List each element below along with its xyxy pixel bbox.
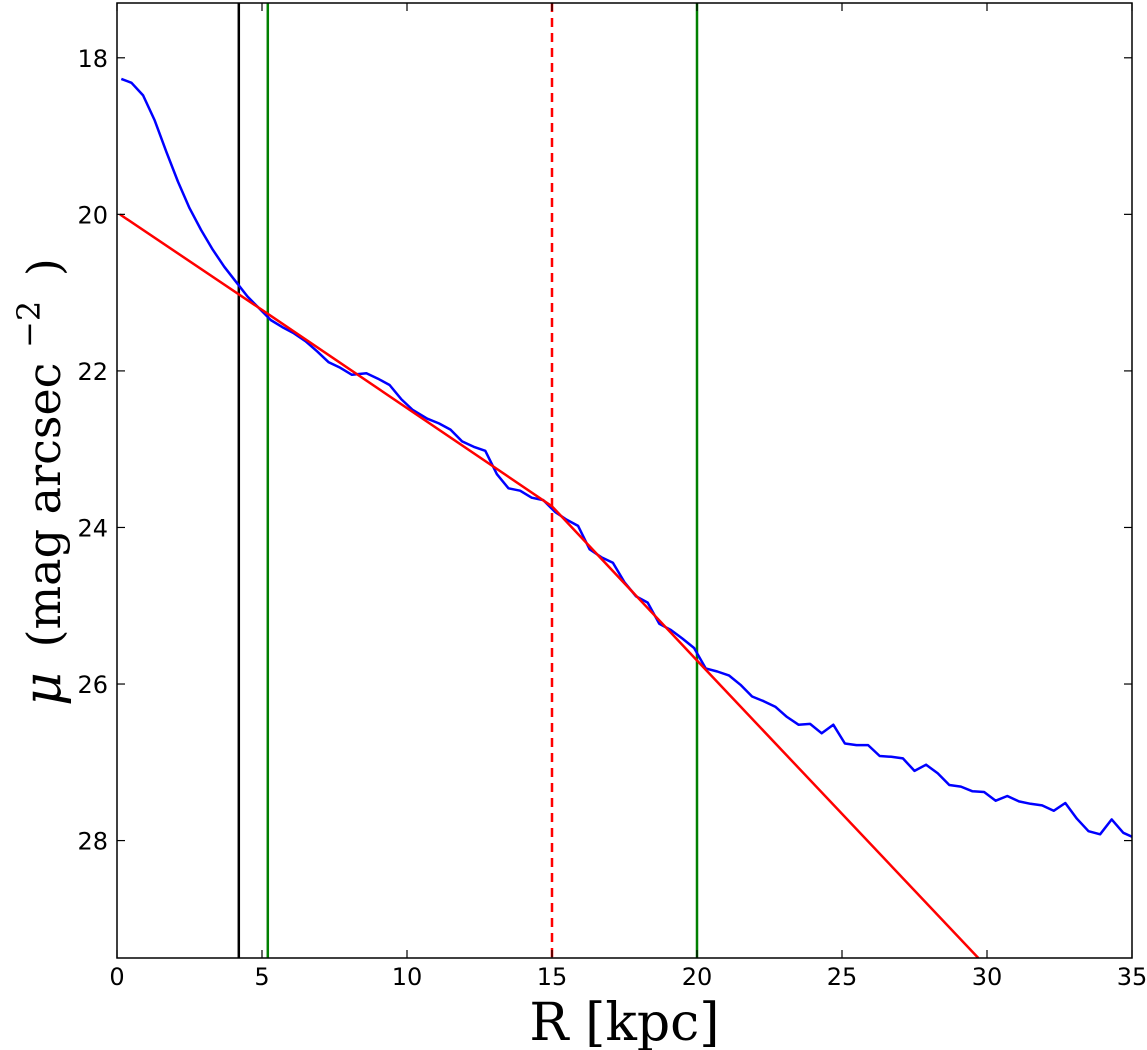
y-tick-label: 28 bbox=[77, 828, 108, 856]
x-tick-label: 35 bbox=[1117, 963, 1147, 991]
x-tick-label: 20 bbox=[682, 963, 713, 991]
y-axis: 18 20 22 24 26 28 bbox=[77, 45, 1132, 856]
y-axis-label-symbol: μ bbox=[13, 672, 73, 706]
y-tick-label: 26 bbox=[77, 671, 108, 699]
x-tick-label: 25 bbox=[827, 963, 858, 991]
series-line-2 bbox=[119, 213, 980, 958]
y-axis-label-text: (mag arcsec bbox=[17, 363, 71, 648]
plot-frame bbox=[116, 2, 1133, 959]
x-axis-label: R [kpc] bbox=[529, 993, 719, 1050]
svg-text:μ (mag arcsec −2: μ (mag arcsec −2 ) bbox=[0, 258, 73, 706]
series-lines bbox=[119, 77, 1132, 958]
x-tick-label: 30 bbox=[972, 963, 1003, 991]
y-tick-label: 22 bbox=[77, 358, 108, 386]
y-tick-label: 18 bbox=[77, 45, 108, 73]
x-tick-label: 5 bbox=[254, 963, 269, 991]
y-axis-label-superscript: −2 bbox=[10, 301, 48, 348]
x-tick-label: 10 bbox=[392, 963, 423, 991]
series-line-1 bbox=[120, 77, 1132, 838]
y-tick-label: 20 bbox=[77, 201, 108, 229]
x-tick-label: 0 bbox=[109, 963, 124, 991]
y-tick-label: 24 bbox=[77, 514, 108, 542]
y-axis-label: μ (mag arcsec −2 ) bbox=[0, 258, 73, 706]
x-axis: 0 5 10 15 20 25 30 35 bbox=[109, 3, 1147, 991]
vertical-lines bbox=[237, 3, 699, 958]
x-tick-label: 15 bbox=[537, 963, 568, 991]
y-axis-label-close: ) bbox=[17, 258, 71, 276]
